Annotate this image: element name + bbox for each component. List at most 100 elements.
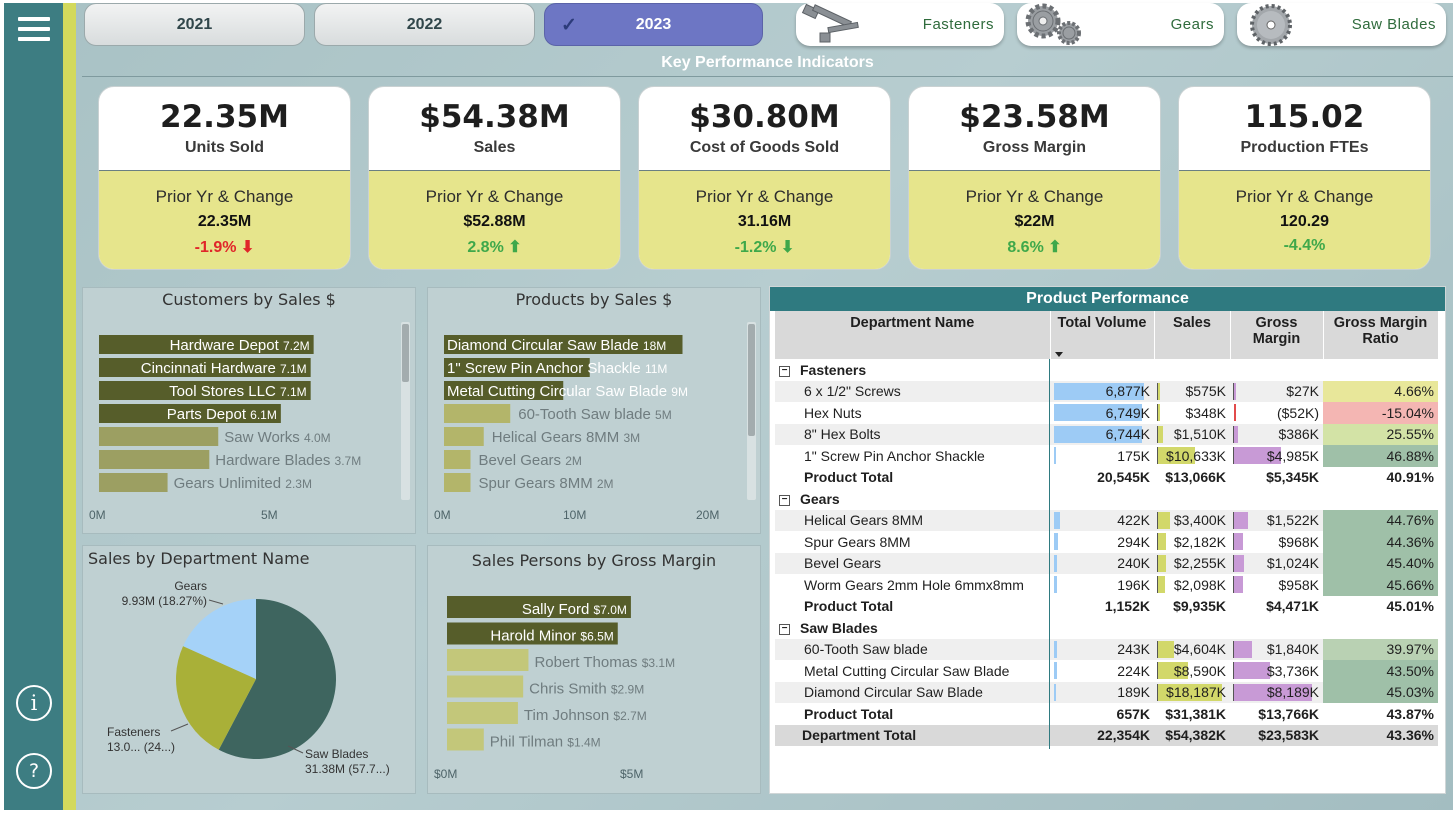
collapse-icon[interactable]: −	[779, 623, 790, 635]
bar[interactable]	[99, 427, 219, 446]
bar[interactable]	[444, 450, 471, 469]
volume-value: 189K	[1117, 684, 1150, 701]
table-row[interactable]: Helical Gears 8MM 422K $3,400K $1,522K 44.76…	[775, 509, 1438, 531]
cell-volume: 294K	[1050, 531, 1154, 553]
cell-sales: $4,604K	[1154, 638, 1230, 660]
sales-persons-panel: Sales Persons by Gross Margin Sally Ford…	[427, 545, 761, 794]
column-header-gross-margin[interactable]: Gross Margin	[1230, 311, 1324, 359]
table-group-row[interactable]: − Saw Blades	[775, 617, 1438, 639]
table-subtotal-row[interactable]: Product Total 20,545K $13,066K $5,345K 40.91…	[775, 467, 1438, 489]
bar[interactable]	[447, 702, 518, 724]
arrow-up-icon: ⬆	[508, 239, 522, 256]
table-row[interactable]: 6 x 1/2" Screws 6,877K $575K $27K 4.66%	[775, 380, 1438, 402]
table-subtotal-row[interactable]: Product Total 657K $31,381K $13,766K 43.87%	[775, 703, 1438, 725]
column-header-gross-margin-ratio[interactable]: Gross Margin Ratio	[1323, 311, 1439, 359]
ratio-value: 43.50%	[1386, 662, 1434, 679]
year-button-2022[interactable]: 2022	[314, 3, 535, 46]
pie-slice-fasteners[interactable]	[175, 646, 256, 750]
table-grand-total-row[interactable]: Department Total 22,354K $54,382K $23,583K 4…	[775, 724, 1438, 746]
bar[interactable]	[444, 335, 683, 354]
bar[interactable]	[447, 649, 529, 671]
bar-category-label: Helical Gears 8MM	[492, 429, 624, 446]
bar[interactable]	[447, 675, 524, 698]
volume-value: 657K	[1116, 705, 1150, 722]
cell-empty	[1323, 488, 1438, 510]
info-icon[interactable]: i	[16, 685, 52, 721]
total-label: Department Total	[802, 727, 917, 744]
table-row[interactable]: Metal Cutting Circular Saw Blade 224K $8,5…	[775, 660, 1438, 682]
cell-ratio: 43.36%	[1323, 724, 1438, 746]
margin-value: $23,583K	[1258, 727, 1319, 744]
table-row[interactable]: Hex Nuts 6,749K $348K ($52K) -15.04%	[775, 402, 1438, 424]
table-group-row[interactable]: − Gears	[775, 488, 1438, 510]
bar-label: Sally Ford $7.0M	[522, 601, 627, 618]
chart-scrollbar[interactable]	[747, 322, 756, 500]
table-row[interactable]: 60-Tooth Saw blade 243K $4,604K $1,840K 39.9…	[775, 638, 1438, 660]
cell-volume: 657K	[1050, 703, 1154, 725]
cell-margin: $1,522K	[1230, 509, 1323, 531]
dept-button-fasteners[interactable]: Fasteners	[796, 3, 1004, 46]
cell-margin: $4,985K	[1230, 445, 1323, 467]
scrollbar-thumb[interactable]	[402, 324, 409, 382]
dept-button-gears[interactable]: Gears	[1017, 3, 1224, 46]
kpi-change-value: -1.2%	[734, 239, 777, 256]
table-row[interactable]: Diamond Circular Saw Blade 189K $18,187K $8…	[775, 681, 1438, 703]
bar[interactable]	[99, 473, 168, 492]
bar-value-label: 7.1M	[280, 362, 307, 376]
column-header-sales[interactable]: Sales	[1154, 311, 1231, 359]
bar-value-label: 11M	[645, 362, 667, 376]
group-name: Fasteners	[800, 361, 867, 378]
sales-value: $2,098K	[1173, 576, 1226, 593]
year-button-2021[interactable]: 2021	[84, 3, 305, 46]
bar[interactable]	[444, 358, 590, 377]
volume-value: 294K	[1117, 533, 1150, 550]
ratio-value: 43.87%	[1386, 705, 1434, 722]
pie-slice-saw-blades[interactable]	[218, 599, 336, 759]
scrollbar-thumb[interactable]	[748, 324, 755, 436]
x-tick-label: $5M	[620, 767, 643, 781]
cell-ratio: 45.01%	[1323, 596, 1438, 618]
bar[interactable]	[444, 427, 484, 446]
year-button-2023[interactable]: ✓ 2023	[544, 3, 763, 46]
bar-label: Robert Thomas $3.1M	[534, 654, 675, 671]
bar[interactable]	[99, 335, 314, 354]
kpi-prior-section: Prior Yr & Change $52.88M 2.8% ⬆	[369, 171, 620, 269]
bar[interactable]	[99, 404, 281, 423]
bar-category-label: Spur Gears 8MM	[479, 475, 597, 492]
pie-slice-gears[interactable]	[183, 599, 256, 679]
column-header-department[interactable]: Department Name	[775, 311, 1051, 359]
kpi-change-value: 8.6%	[1007, 239, 1044, 256]
bar[interactable]	[444, 404, 511, 423]
collapse-icon[interactable]: −	[779, 494, 790, 506]
table-group-row[interactable]: − Fasteners	[775, 359, 1438, 381]
table-row[interactable]: Bevel Gears 240K $2,255K $1,024K 45.40%	[775, 552, 1438, 574]
cell-margin: $5,345K	[1230, 467, 1323, 489]
cell-product: 1" Screw Pin Anchor Shackle	[775, 445, 1050, 467]
dept-button-saw-blades[interactable]: Saw Blades	[1237, 3, 1446, 46]
chart-scrollbar[interactable]	[401, 322, 410, 500]
bar-category-label: Metal Cutting Circular Saw Blade	[447, 383, 671, 400]
bar[interactable]	[99, 450, 210, 469]
cell-department: − Saw Blades	[775, 617, 1050, 639]
table-row[interactable]: Spur Gears 8MM 294K $2,182K $968K 44.36%	[775, 531, 1438, 553]
collapse-icon[interactable]: −	[779, 365, 790, 377]
hamburger-menu-icon[interactable]	[18, 17, 50, 41]
help-icon[interactable]: ?	[16, 753, 52, 789]
bar[interactable]	[444, 473, 471, 492]
table-row[interactable]: Worm Gears 2mm Hole 6mmx8mm 196K $2,098K $9…	[775, 574, 1438, 596]
kpi-header: $30.80M Cost of Goods Sold	[639, 87, 890, 171]
cell-ratio: 46.88%	[1323, 445, 1438, 467]
bar[interactable]	[447, 622, 618, 645]
column-header-total-volume[interactable]: Total Volume	[1050, 311, 1155, 359]
table-subtotal-row[interactable]: Product Total 1,152K $9,935K $4,471K 45.01%	[775, 596, 1438, 618]
bar-label: Harold Minor $6.5M	[490, 628, 613, 645]
bar[interactable]	[447, 596, 631, 618]
bar[interactable]	[99, 358, 311, 377]
table-row[interactable]: 1" Screw Pin Anchor Shackle 175K $10,633K $…	[775, 445, 1438, 467]
bar[interactable]	[99, 381, 311, 400]
bar[interactable]	[447, 728, 484, 751]
table-row[interactable]: 8" Hex Bolts 6,744K $1,510K $386K 25.55%	[775, 423, 1438, 445]
volume-value: 243K	[1117, 641, 1150, 658]
bar[interactable]	[444, 381, 564, 400]
bar-category-label: Chris Smith	[529, 681, 611, 698]
